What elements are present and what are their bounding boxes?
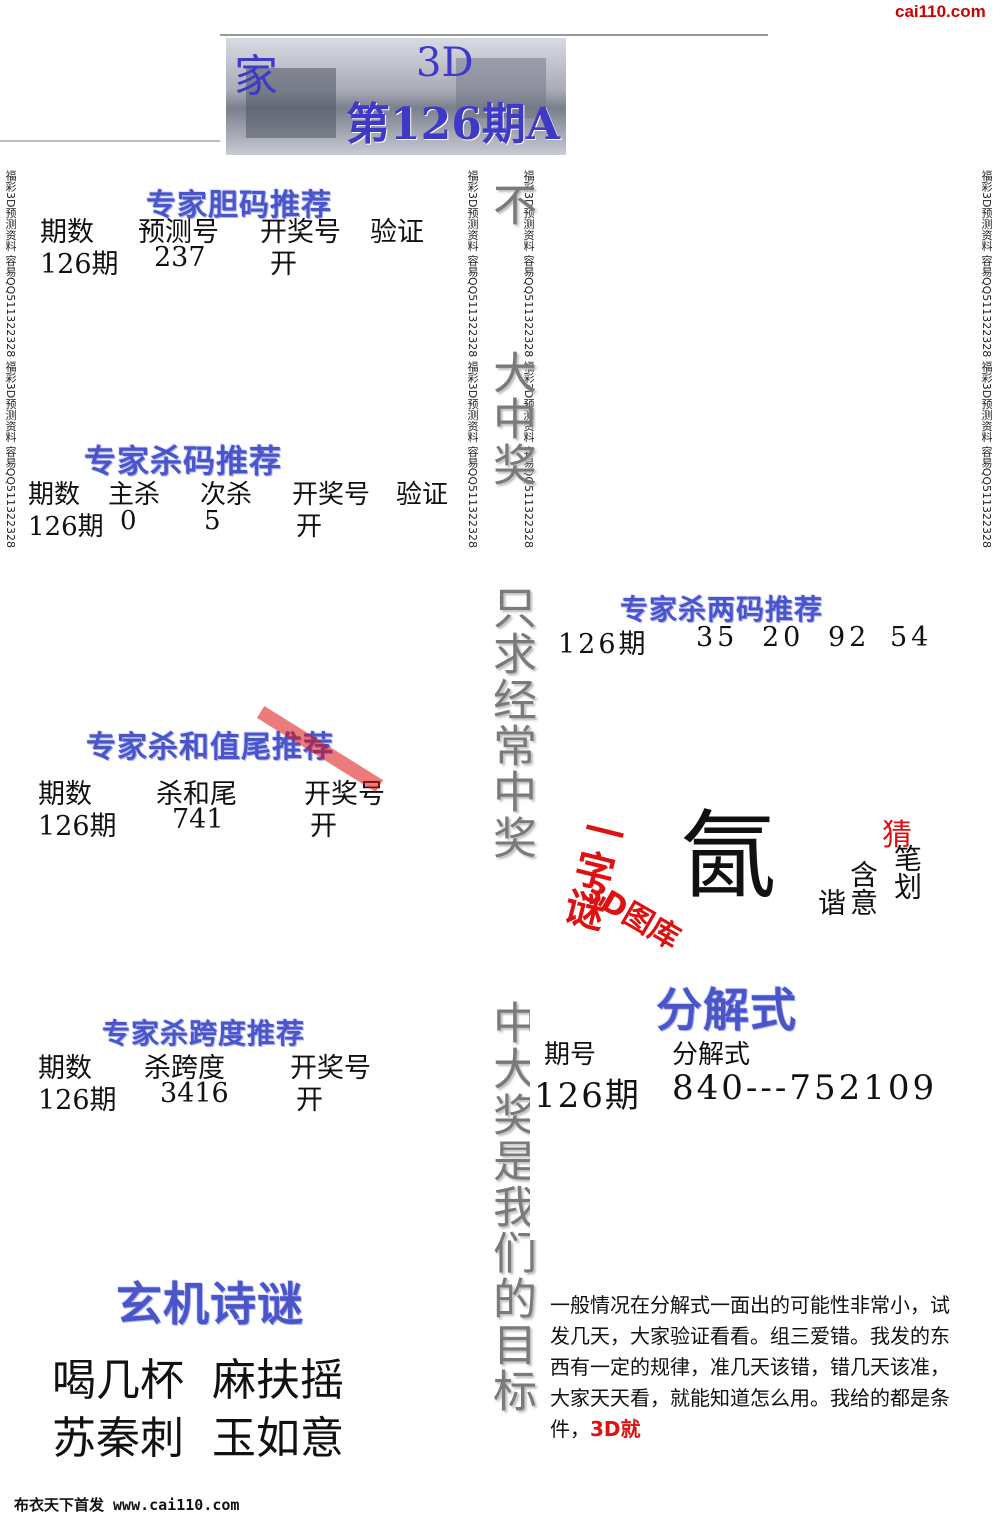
decomp-row-1: 840---752109 bbox=[672, 1068, 938, 1108]
decomp-header-1: 分解式 bbox=[672, 1040, 751, 1070]
dan-header-1: 预测号 bbox=[138, 217, 219, 248]
span-row-1: 3416 bbox=[160, 1078, 229, 1109]
span-panel: 专家杀跨度推荐 期数 杀跨度 开奖号 126期 3416 开 bbox=[20, 1012, 462, 1237]
side-slogan-4: 中大奖是我们的目标 bbox=[485, 1000, 536, 1414]
sumtail-header-0: 期数 bbox=[38, 779, 92, 810]
kill-panel: 专家杀码推荐 期数 主杀 次杀 开奖号 验证 126期 0 5 开 bbox=[20, 436, 468, 542]
kill-header-0: 期数 bbox=[28, 480, 81, 510]
banner-building bbox=[246, 68, 336, 138]
note-highlight: 3D就 bbox=[590, 1417, 641, 1441]
riddle-hint-homophone: 谐音 bbox=[816, 888, 847, 916]
dan-row-2: 开 bbox=[270, 249, 297, 280]
kill-row-1: 0 bbox=[120, 506, 137, 536]
two-row-2: 20 bbox=[762, 622, 805, 653]
kill-header-1: 主杀 bbox=[108, 480, 161, 510]
two-title: 专家杀两码推荐 bbox=[620, 593, 824, 626]
poem-panel: 玄机诗谜 喝几杯 麻扶摇 苏秦刺 玉如意 bbox=[20, 1262, 462, 1477]
span-title: 专家杀跨度推荐 bbox=[102, 1017, 306, 1050]
sumtail-row-0: 126期 bbox=[38, 811, 117, 842]
two-row-3: 92 bbox=[828, 622, 871, 653]
span-row-2: 开 bbox=[296, 1085, 323, 1116]
riddle-hint-meaning: 含意 bbox=[846, 860, 879, 916]
header-issue: 第126期A版 bbox=[346, 99, 560, 150]
span-row-0: 126期 bbox=[38, 1085, 117, 1116]
kill-header-3: 开奖号 bbox=[292, 480, 371, 510]
span-header-1: 杀跨度 bbox=[144, 1053, 225, 1084]
site-domain[interactable]: cai110.com bbox=[895, 2, 986, 21]
side-slogan-3: 只求经常中奖 bbox=[485, 585, 536, 861]
side-slogan-2: 大中奖 bbox=[485, 350, 536, 488]
watermark-strip: 福彩3D预测资料 容易QQ511322328 福彩3D预测资料 容易QQ5113… bbox=[466, 170, 479, 549]
riddle-stamp: 3D图库 bbox=[576, 873, 686, 957]
kill-row-3: 开 bbox=[296, 512, 323, 542]
span-header-2: 开奖号 bbox=[290, 1053, 371, 1084]
two-panel: 专家杀两码推荐 126期 35 20 92 54 bbox=[540, 580, 975, 660]
dan-row-1: 237 bbox=[154, 242, 206, 273]
dan-header-3: 验证 bbox=[370, 217, 424, 248]
riddle-hint-strokes: 笔划 bbox=[890, 844, 923, 900]
dan-title: 专家胆码推荐 bbox=[146, 188, 332, 223]
left-rule bbox=[0, 140, 220, 142]
poem-title: 玄机诗谜 bbox=[116, 1277, 304, 1331]
watermark-strip: 福彩3D预测资料 容易QQ511322328 福彩3D预测资料 容易QQ5113… bbox=[522, 170, 535, 549]
dan-row-0: 126期 bbox=[40, 249, 119, 280]
two-row-0: 126期 bbox=[558, 629, 649, 660]
kill-row-2: 5 bbox=[204, 506, 221, 536]
header-title-right: 3D bbox=[416, 40, 474, 86]
note-text: 一般情况在分解式一面出的可能性非常小，试发几天，大家验证看看。组三爱错。我发的东… bbox=[550, 1290, 960, 1445]
side-slogan-1: 不 bbox=[485, 182, 536, 228]
kill-header-4: 验证 bbox=[396, 480, 449, 510]
blank-panel bbox=[20, 540, 460, 710]
riddle-hint-guess: 猜 bbox=[882, 818, 912, 853]
kill-row-0: 126期 bbox=[28, 512, 104, 542]
kill-title: 专家杀码推荐 bbox=[84, 442, 283, 480]
banner-building bbox=[456, 58, 546, 118]
two-row-4: 54 bbox=[890, 622, 933, 653]
two-row-1: 35 bbox=[696, 622, 739, 653]
note-body: 一般情况在分解式一面出的可能性非常小，试发几天，大家验证看看。组三爱错。我发的东… bbox=[550, 1293, 950, 1441]
poem-line-1: 喝几杯 麻扶摇 bbox=[52, 1355, 344, 1406]
footer[interactable]: 布衣天下首发 www.cai110.com bbox=[14, 1496, 240, 1514]
riddle-char: 氤 bbox=[680, 800, 776, 912]
dan-panel: 专家胆码推荐 期数 预测号 开奖号 验证 126期 237 开 bbox=[20, 180, 462, 410]
sumtail-header-1: 杀和尾 bbox=[156, 779, 237, 810]
poem-line-2: 苏秦刺 玉如意 bbox=[52, 1413, 344, 1464]
note-panel: 一般情况在分解式一面出的可能性非常小，试发几天，大家验证看看。组三爱错。我发的东… bbox=[540, 1286, 975, 1476]
header-title-left: 家 bbox=[234, 51, 278, 102]
dan-header-0: 期数 bbox=[40, 217, 94, 248]
span-header-0: 期数 bbox=[38, 1053, 92, 1084]
kill-header-2: 次杀 bbox=[200, 480, 253, 510]
decomp-panel: 分解式 期号 分解式 126期 840---752109 bbox=[530, 960, 975, 1240]
riddle-panel: 一字谜 氤 猜 笔划 含意 谐音 3D图库 bbox=[540, 800, 975, 957]
watermark-strip: 福彩3D预测资料 容易QQ511322328 福彩3D预测资料 容易QQ5113… bbox=[4, 170, 17, 549]
sumtail-row-1: 741 bbox=[172, 804, 224, 835]
dan-header-2: 开奖号 bbox=[260, 217, 341, 248]
sumtail-panel: 专家杀和值尾推荐 期数 杀和尾 开奖号 126期 741 开 bbox=[20, 705, 460, 992]
decomp-title: 分解式 bbox=[656, 983, 797, 1037]
top-rule bbox=[220, 34, 768, 36]
watermark-strip: 福彩3D预测资料 容易QQ511322328 福彩3D预测资料 容易QQ5113… bbox=[980, 170, 993, 549]
decomp-header-0: 期号 bbox=[544, 1040, 597, 1070]
sumtail-row-2: 开 bbox=[310, 811, 337, 842]
decomp-row-0: 126期 bbox=[534, 1076, 641, 1116]
header-banner: 家 3D 第126期A版 bbox=[226, 38, 566, 155]
